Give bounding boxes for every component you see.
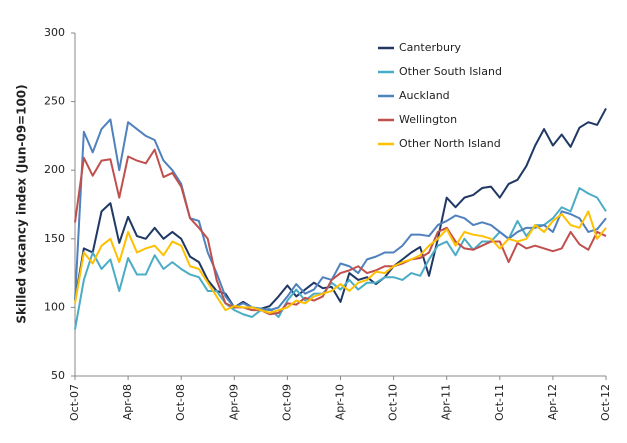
y-tick-label: 300: [44, 26, 65, 39]
x-tick-label: Oct-10: [387, 384, 400, 421]
legend-label: Other North Island: [399, 137, 501, 150]
series-line: [74, 187, 607, 330]
x-tick-label: Oct-08: [174, 384, 187, 421]
legend-label: Wellington: [399, 113, 457, 126]
y-tick-label: 150: [44, 232, 65, 245]
x-tick-label: Oct-12: [599, 384, 612, 421]
legend-label: Auckland: [399, 89, 450, 102]
legend-label: Canterbury: [399, 41, 461, 54]
x-tick-label: Apr-09: [227, 384, 240, 420]
x-tick-label: Apr-08: [121, 384, 134, 420]
x-tick-label: Apr-12: [546, 384, 559, 420]
x-tick-label: Apr-10: [334, 384, 347, 420]
y-tick-label: 100: [44, 300, 65, 313]
series-line: [74, 107, 607, 310]
legend-label: Other South Island: [399, 65, 502, 78]
series-line: [74, 148, 607, 316]
y-tick-label: 50: [51, 369, 65, 382]
series-line: [74, 210, 607, 314]
y-tick-label: 250: [44, 95, 65, 108]
y-axis-label: Skilled vacancy index (Jun-09=100): [15, 84, 29, 323]
y-tick-label: 200: [44, 163, 65, 176]
x-tick-label: Oct-09: [280, 384, 293, 421]
x-tick-label: Oct-07: [68, 384, 81, 421]
series-line: [74, 118, 607, 312]
x-tick-label: Oct-11: [493, 384, 506, 421]
x-tick-label: Apr-11: [440, 384, 453, 420]
